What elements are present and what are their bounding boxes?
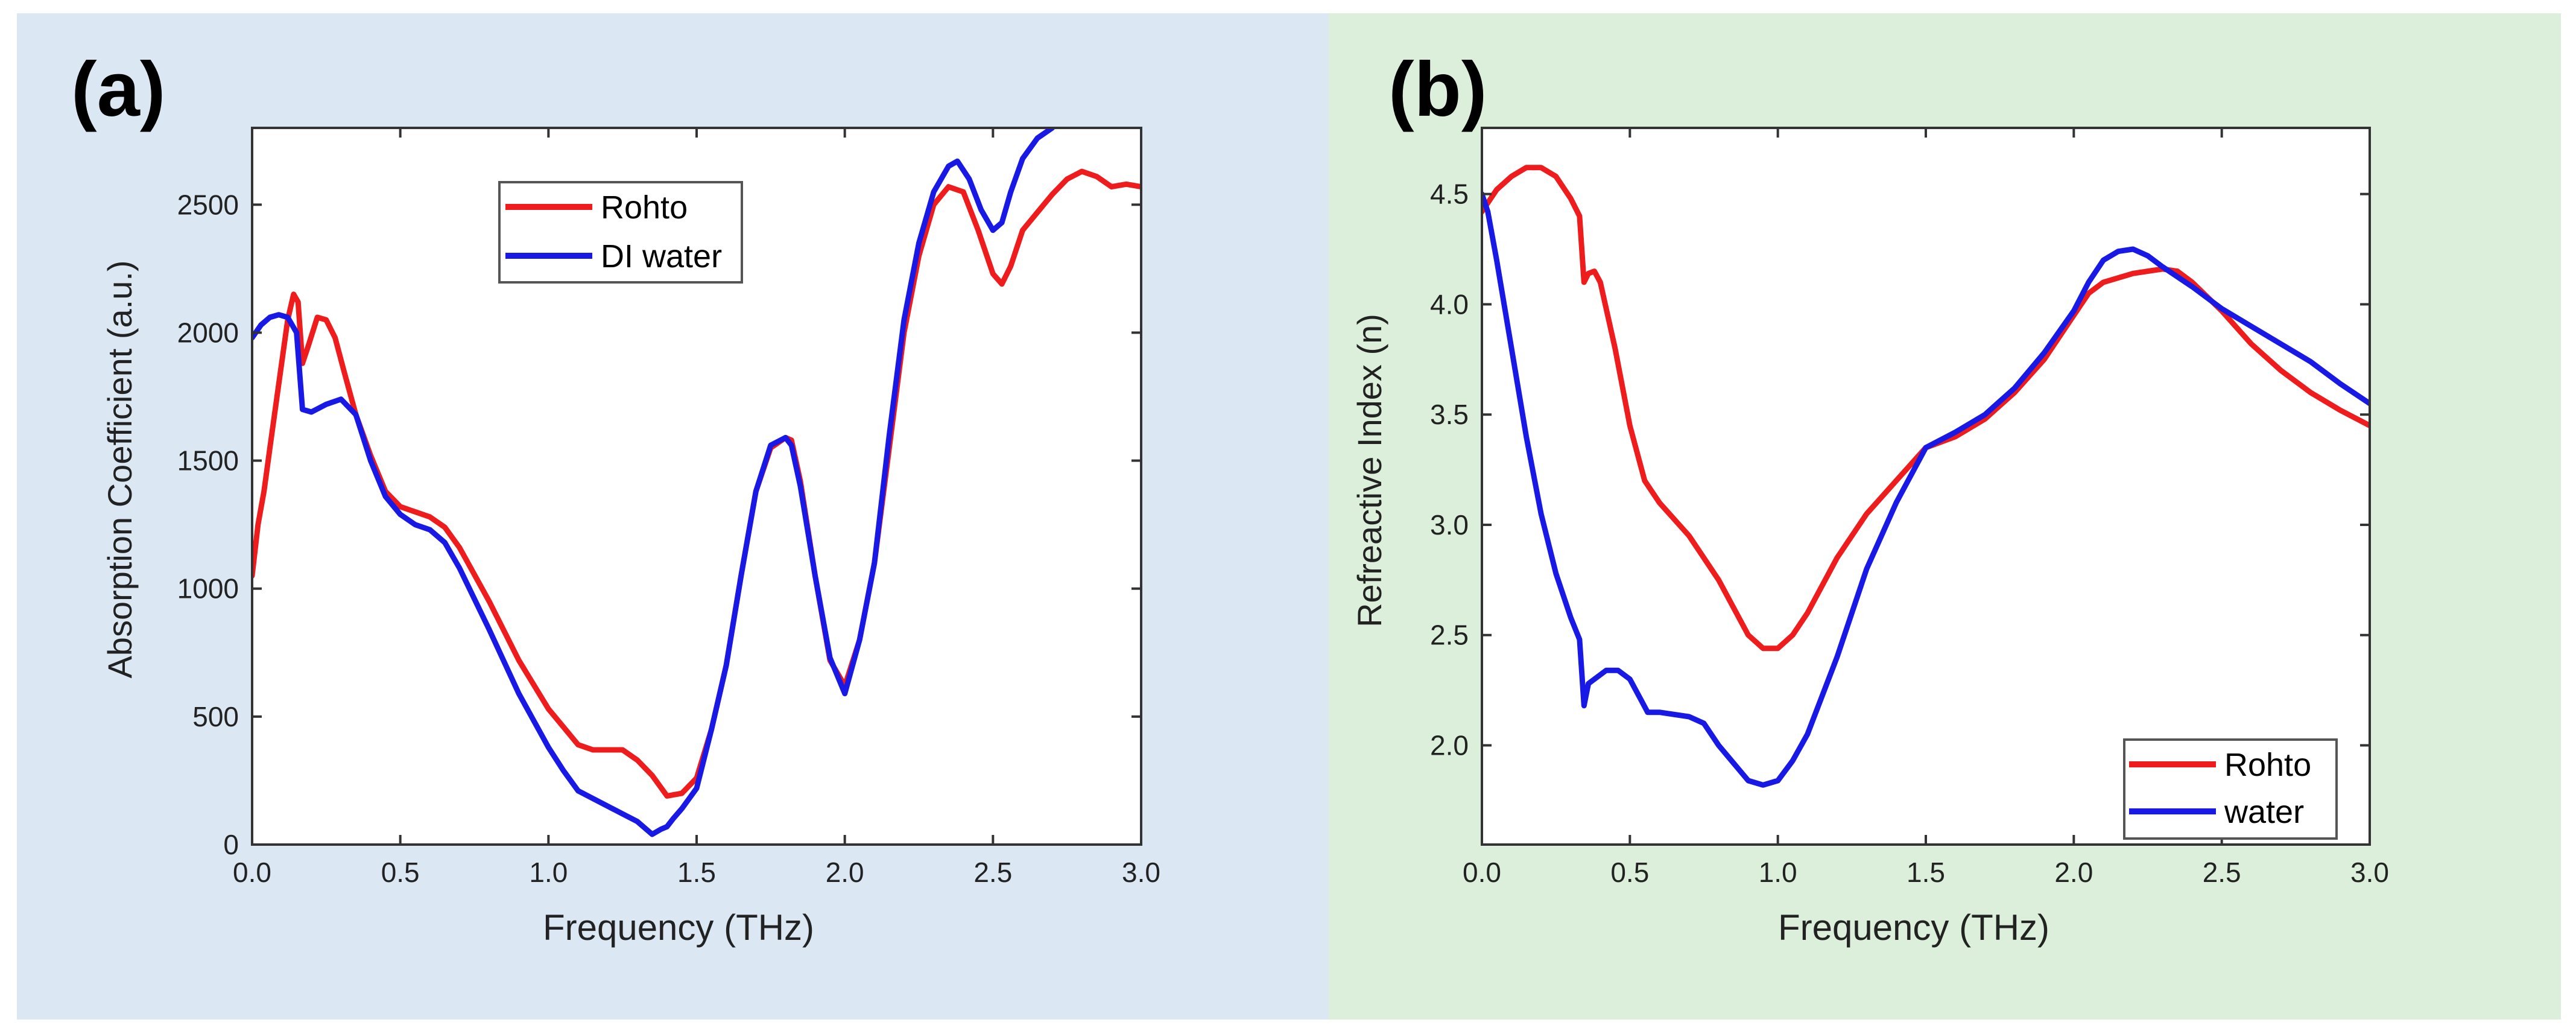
panel-a-y-tick-label: 1000	[177, 573, 239, 604]
panel-a-legend-label-di-water: DI water	[601, 238, 722, 274]
panel-b-y-axis-title: Refreactive Index (n)	[1350, 314, 1388, 627]
panel-b-y-tick-label: 3.0	[1430, 509, 1469, 541]
panel-a-y-tick-label: 1500	[177, 445, 239, 477]
panel-b-y-tick-label: 4.0	[1430, 288, 1469, 320]
panel-a-x-tick-label: 0.5	[381, 857, 420, 888]
panel-b-y-tick-label: 2.5	[1430, 620, 1469, 651]
panel-a-legend-label-rohto: Rohto	[601, 189, 688, 226]
panel-b-y-tick-label: 4.5	[1430, 179, 1469, 210]
panel-a-x-tick-label: 0.0	[233, 857, 271, 888]
panel-a-series-rohto	[252, 168, 1141, 799]
panel-a-legend: Rohto DI water	[498, 181, 743, 284]
panel-b-legend: Rohto water	[2123, 738, 2338, 840]
panel-b-x-tick-label: 3.0	[2350, 857, 2389, 888]
panel-b-x-tick-label: 1.0	[1759, 857, 1797, 888]
panel-a-plot: 0.0 0.5 1.0 1.5 2.0 2.5 3.0 0 500 1000 1500 2000 250…	[177, 127, 1160, 888]
panel-a: (a) 0.0 0.5 1.0 1.5 2.0 2.5 3.0 0 500 1000 1500 200…	[17, 13, 1329, 1020]
panel-b-x-tick-label: 2.5	[2203, 857, 2241, 888]
panel-b-plot-area	[1482, 128, 2370, 845]
panel-b-legend-label-rohto: Rohto	[2224, 747, 2311, 783]
panel-b-x-tick-label: 0.0	[1463, 857, 1501, 888]
panel-a-x-tick-label: 1.0	[529, 857, 568, 888]
panel-b-x-tick-label: 1.5	[1907, 857, 1945, 888]
panel-b-plot: 0.0 0.5 1.0 1.5 2.0 2.5 3.0 2.0 2.5 3.0 3.5 4.0 4.5	[1430, 127, 2389, 888]
panel-a-x-tick-label: 3.0	[1122, 857, 1160, 888]
panel-a-label: (a)	[71, 46, 165, 133]
panel-b-label: (b)	[1388, 46, 1487, 133]
panel-a-y-tick-label: 2000	[177, 317, 239, 348]
panel-a-x-tick-label: 2.0	[826, 857, 864, 888]
panel-a-x-tick-label: 1.5	[677, 857, 716, 888]
panel-a-x-axis-title: Frequency (THz)	[543, 907, 814, 948]
panel-a-y-tick-label: 500	[192, 701, 239, 732]
panel-a-series-di-water	[252, 128, 1055, 837]
panel-b-x-axis-title: Frequency (THz)	[1778, 907, 2049, 948]
panel-b-x-tick-label: 0.5	[1610, 857, 1649, 888]
panel-a-legend-box	[498, 181, 743, 284]
panel-a-y-tick-label: 0	[223, 829, 239, 860]
panel-b-series-rohto	[1482, 165, 2370, 652]
panel-b: (b) 0.0 0.5 1.0 1.5 2.0 2.5 3.0 2.0 2.5 3.0 3.5 4.0…	[1329, 13, 2561, 1020]
panel-b-series-water	[1482, 191, 2370, 788]
panel-a-x-tick-label: 2.5	[973, 857, 1012, 888]
panel-b-y-tick-label: 2.0	[1430, 730, 1469, 761]
panel-b-x-tick-label: 2.0	[2054, 857, 2093, 888]
panel-b-y-tick-label: 3.5	[1430, 399, 1469, 430]
panel-a-y-axis-title: Absorption Coefficient (a.u.)	[101, 260, 139, 678]
panel-b-legend-label-water: water	[2224, 794, 2304, 830]
panel-a-y-tick-label: 2500	[177, 189, 239, 220]
panel-b-legend-box	[2123, 738, 2338, 840]
